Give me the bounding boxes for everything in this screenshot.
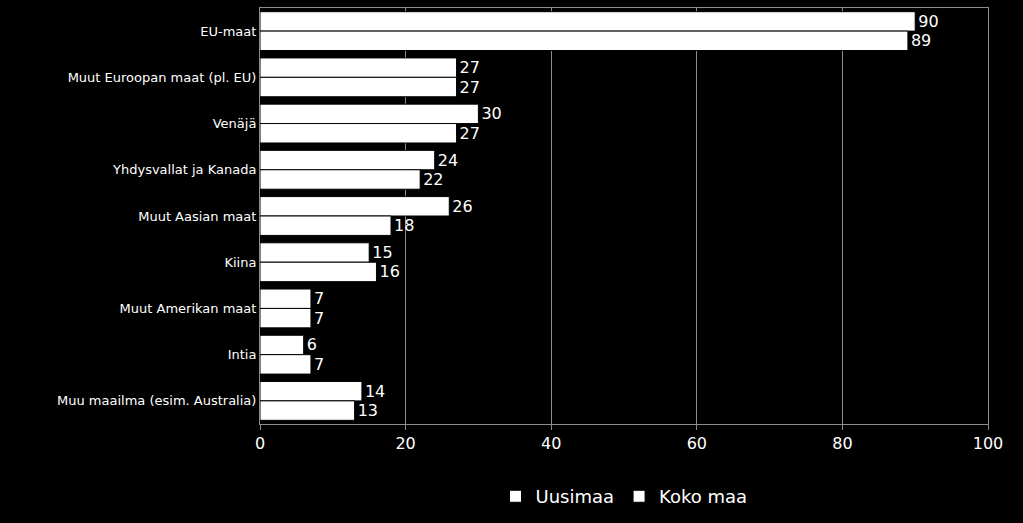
- svg-text:27: 27: [460, 58, 480, 77]
- svg-text:6: 6: [307, 335, 317, 354]
- svg-text:Yhdysvallat ja Kanada: Yhdysvallat ja Kanada: [112, 162, 256, 177]
- svg-text:Muut Amerikan maat: Muut Amerikan maat: [120, 301, 257, 316]
- svg-text:Koko maa: Koko maa: [659, 486, 747, 507]
- svg-text:60: 60: [687, 434, 707, 453]
- svg-text:0: 0: [255, 434, 265, 453]
- svg-text:27: 27: [460, 124, 480, 143]
- svg-text:20: 20: [395, 434, 415, 453]
- svg-text:Kiina: Kiina: [224, 255, 256, 270]
- svg-text:30: 30: [481, 104, 501, 123]
- svg-text:14: 14: [365, 382, 385, 401]
- svg-text:EU-maat: EU-maat: [200, 24, 256, 39]
- svg-text:Muu maailma (esim. Australia): Muu maailma (esim. Australia): [57, 393, 256, 408]
- svg-text:80: 80: [832, 434, 852, 453]
- svg-text:7: 7: [314, 355, 324, 374]
- svg-text:13: 13: [358, 401, 378, 420]
- svg-text:Venäjä: Venäjä: [213, 116, 257, 131]
- svg-text:7: 7: [314, 309, 324, 328]
- svg-text:18: 18: [394, 216, 414, 235]
- svg-text:26: 26: [452, 197, 472, 216]
- svg-text:90: 90: [918, 12, 938, 31]
- svg-text:89: 89: [911, 31, 931, 50]
- svg-text:100: 100: [973, 434, 1004, 453]
- svg-text:27: 27: [460, 78, 480, 97]
- svg-text:Uusimaa: Uusimaa: [536, 486, 615, 507]
- svg-text:Intia: Intia: [228, 347, 257, 362]
- svg-text:7: 7: [314, 289, 324, 308]
- svg-text:15: 15: [372, 243, 392, 262]
- svg-text:22: 22: [423, 170, 443, 189]
- svg-text:24: 24: [438, 151, 458, 170]
- svg-text:40: 40: [541, 434, 561, 453]
- svg-text:Muut Aasian maat: Muut Aasian maat: [138, 209, 256, 224]
- svg-text:Muut Euroopan maat (pl. EU): Muut Euroopan maat (pl. EU): [68, 70, 257, 85]
- svg-text:16: 16: [379, 262, 399, 281]
